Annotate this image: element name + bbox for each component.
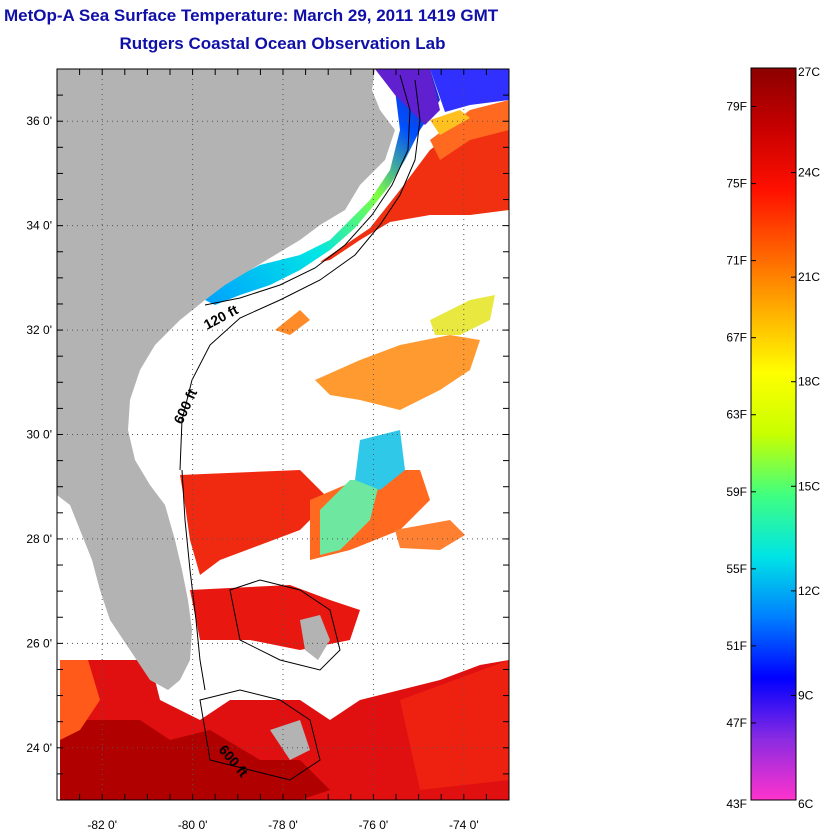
colorbar-label-fahrenheit: 51F <box>726 639 747 653</box>
lon-tick-label: -76 0' <box>359 818 389 832</box>
colorbar-label-fahrenheit: 71F <box>726 254 747 268</box>
sst-florida-straits <box>60 660 100 740</box>
sst-cold-north-blue <box>430 69 509 112</box>
lon-tick-label: -78 0' <box>268 818 298 832</box>
colorbar-label-celsius: 15C <box>798 479 820 493</box>
map-title: MetOp-A Sea Surface Temperature: March 2… <box>4 6 499 25</box>
colorbar-label-fahrenheit: 55F <box>726 562 747 576</box>
sst-patch-green <box>320 480 380 555</box>
colorbar-label-fahrenheit: 59F <box>726 485 747 499</box>
colorbar-label-celsius: 6C <box>798 797 814 811</box>
lon-tick-label: -82 0' <box>87 818 117 832</box>
colorbar-label-fahrenheit: 67F <box>726 331 747 345</box>
contour-600ft <box>179 79 421 471</box>
contour-bahamas <box>229 579 341 671</box>
bahamas-land <box>300 615 330 660</box>
sst-patch-orange-2 <box>315 335 480 410</box>
contour-120ft <box>204 74 411 306</box>
lon-tick-label: -80 0' <box>178 818 208 832</box>
colorbar-label-celsius: 27C <box>798 65 820 79</box>
lat-tick-label: 24 0' <box>26 741 52 755</box>
lon-tick-label: -74 0' <box>449 818 479 832</box>
sst-patch-yellow <box>430 295 495 335</box>
bahamas-land-2 <box>270 720 310 760</box>
colorbar: 27C 24C 21C 18C 15C 12C 9C 6C 79F 75F 71F 67F 63F 59F… <box>726 65 820 811</box>
sst-gulfstream-north <box>320 115 509 262</box>
lat-tick-label: 32 0' <box>26 323 52 337</box>
lat-tick-label: 26 0' <box>26 636 52 650</box>
colorbar-label-fahrenheit: 63F <box>726 408 747 422</box>
lat-tick-label: 34 0' <box>26 219 52 233</box>
colorbar-label-fahrenheit: 79F <box>726 100 747 114</box>
contour-south <box>199 689 321 781</box>
sst-warm-east <box>400 660 509 790</box>
lat-tick-label: 28 0' <box>26 532 52 546</box>
map-plot-area <box>57 69 509 800</box>
colorbar-label-celsius: 9C <box>798 688 814 702</box>
sst-gulfstream-florida <box>180 470 330 575</box>
sst-patch-cyan <box>355 430 405 490</box>
colorbar-label-fahrenheit: 43F <box>726 797 747 811</box>
colorbar-label-celsius: 24C <box>798 166 820 180</box>
map-grid <box>57 69 509 800</box>
colorbar-gradient <box>750 67 797 801</box>
lat-tick-label: 36 0' <box>26 114 52 128</box>
colorbar-label-fahrenheit: 47F <box>726 716 747 730</box>
colorbar-label-fahrenheit: 75F <box>726 177 747 191</box>
colorbar-label-celsius: 12C <box>798 584 820 598</box>
sst-patch-orange-3 <box>275 310 310 335</box>
sst-yellow-band <box>430 110 470 135</box>
colorbar-ticks: 27C 24C 21C 18C 15C 12C 9C 6C 79F 75F 71F 67F 63F 59F… <box>726 65 820 811</box>
lat-tick-label: 30 0' <box>26 428 52 442</box>
sst-cold-north <box>375 69 440 125</box>
map-axes: 24 0' 26 0' 28 0' 30 0' 32 0' 34 0' 36 0' -82 0… <box>26 69 509 832</box>
colorbar-label-celsius: 21C <box>798 270 820 284</box>
sst-warm-south-dark <box>60 720 330 800</box>
sst-patch-orange-1 <box>395 520 465 550</box>
colorbar-label-celsius: 18C <box>798 375 820 389</box>
map-subtitle: Rutgers Coastal Ocean Observation Lab <box>119 34 446 53</box>
land-mass <box>57 69 395 690</box>
sst-gulfstream-core <box>430 100 509 160</box>
